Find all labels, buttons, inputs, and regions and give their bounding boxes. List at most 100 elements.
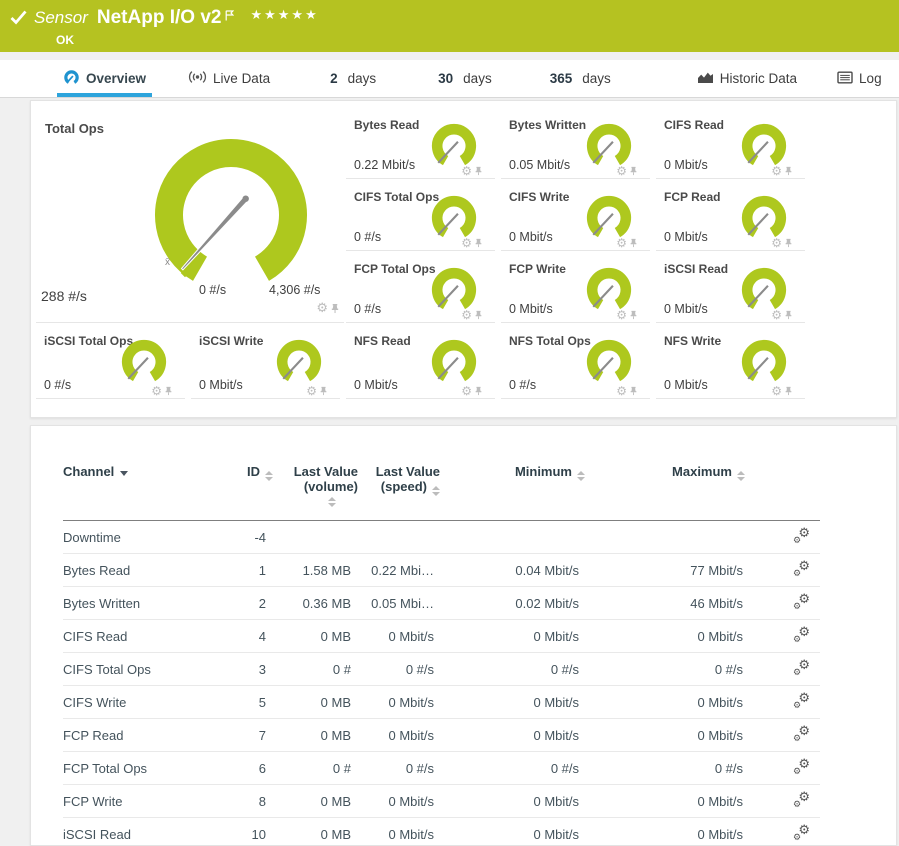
gauge-value: 0.22 Mbit/s (354, 158, 416, 172)
channel-settings-icon[interactable]: ⚙ ⚙ (793, 558, 810, 579)
pin-icon[interactable] (629, 238, 638, 248)
table-row[interactable]: Downtime -4 ⚙ ⚙ (63, 520, 820, 554)
gauge-settings-icon[interactable]: ⚙ (151, 384, 162, 398)
column-header-maximum[interactable]: Maximum (585, 426, 745, 521)
pin-icon[interactable] (784, 166, 793, 176)
gauge-dial[interactable] (584, 266, 634, 314)
gauge-dial[interactable] (739, 338, 789, 386)
table-row[interactable]: CIFS Write 5 0 MB 0 Mbit/s 0 Mbit/s 0 Mb… (63, 685, 820, 719)
gauge-settings-icon[interactable]: ⚙ (616, 236, 627, 250)
gauge-settings-icon[interactable]: ⚙ (771, 164, 782, 178)
gauge-cell[interactable]: CIFS Read 0 Mbit/s ⚙ (656, 107, 805, 179)
tab-2-days[interactable]: 2 days (324, 60, 382, 97)
gauge-cell[interactable]: FCP Total Ops 0 #/s ⚙ (346, 251, 495, 323)
column-header-channel[interactable]: Channel (63, 426, 233, 521)
tab-30-days[interactable]: 30 days (432, 60, 498, 97)
gauge-settings-icon[interactable]: ⚙ (771, 384, 782, 398)
pin-icon[interactable] (319, 386, 328, 396)
gauge-settings-icon[interactable]: ⚙ (306, 384, 317, 398)
priority-stars[interactable]: ★★★★★ (250, 8, 319, 23)
pin-icon[interactable] (784, 310, 793, 320)
gauge-dial[interactable] (584, 194, 634, 242)
gauge-settings-icon[interactable]: ⚙ (461, 308, 472, 322)
table-row[interactable]: iSCSI Read 10 0 MB 0 Mbit/s 0 Mbit/s 0 M… (63, 817, 820, 845)
channel-settings-icon[interactable]: ⚙ ⚙ (793, 822, 810, 843)
gauge-cell[interactable]: iSCSI Total Ops 0 #/s ⚙ (36, 323, 185, 399)
gauge-cell[interactable]: FCP Read 0 Mbit/s ⚙ (656, 179, 805, 251)
table-row[interactable]: FCP Read 7 0 MB 0 Mbit/s 0 Mbit/s 0 Mbit… (63, 718, 820, 752)
table-row[interactable]: Bytes Read 1 1.58 MB 0.22 Mbi… 0.04 Mbit… (63, 553, 820, 587)
gauge-cell[interactable]: CIFS Write 0 Mbit/s ⚙ (501, 179, 650, 251)
tab-live-data[interactable]: Live Data (182, 60, 276, 97)
gauge-settings-icon[interactable]: ⚙ (616, 384, 627, 398)
pin-icon[interactable] (474, 238, 483, 248)
gauge-cell-total-ops[interactable]: Total Ops x̄ 0 #/s 4,306 #/s 288 #/s ⚙ (36, 107, 344, 323)
last-value-speed (358, 520, 440, 554)
gauge-cell[interactable]: CIFS Total Ops 0 #/s ⚙ (346, 179, 495, 251)
gauge-cell[interactable]: NFS Read 0 Mbit/s ⚙ (346, 323, 495, 399)
tab-365-days[interactable]: 365 days (544, 60, 617, 97)
gauge-settings-icon[interactable]: ⚙ (771, 308, 782, 322)
channel-settings-icon[interactable]: ⚙ ⚙ (793, 624, 810, 645)
pin-icon[interactable] (629, 166, 638, 176)
table-row[interactable]: CIFS Total Ops 3 0 # 0 #/s 0 #/s 0 #/s ⚙… (63, 652, 820, 686)
pin-icon[interactable] (629, 386, 638, 396)
gauge-cell[interactable]: Bytes Written 0.05 Mbit/s ⚙ (501, 107, 650, 179)
pin-icon[interactable] (784, 386, 793, 396)
channel-settings-icon[interactable]: ⚙ ⚙ (793, 789, 810, 810)
column-header-id[interactable]: ID (233, 426, 273, 521)
gauge-dial[interactable] (429, 338, 479, 386)
table-row[interactable]: Bytes Written 2 0.36 MB 0.05 Mbi… 0.02 M… (63, 586, 820, 620)
channel-settings-icon[interactable]: ⚙ ⚙ (793, 525, 810, 546)
gauge-cell[interactable]: iSCSI Read 0 Mbit/s ⚙ (656, 251, 805, 323)
tab-historic-data[interactable]: Historic Data (691, 60, 803, 97)
table-row[interactable]: CIFS Read 4 0 MB 0 Mbit/s 0 Mbit/s 0 Mbi… (63, 619, 820, 653)
gauge-cell[interactable]: Bytes Read 0.22 Mbit/s ⚙ (346, 107, 495, 179)
tab-bar: Overview Live Data 2 days 30 days 365 da… (0, 60, 899, 98)
gauge-scale-min: 0 #/s (199, 283, 227, 297)
gauge-settings-icon[interactable]: ⚙ (461, 236, 472, 250)
gauge-cell[interactable]: iSCSI Write 0 Mbit/s ⚙ (191, 323, 340, 399)
table-row[interactable]: FCP Total Ops 6 0 # 0 #/s 0 #/s 0 #/s ⚙ ⚙ (63, 751, 820, 785)
pin-icon[interactable] (629, 310, 638, 320)
gauge-dial[interactable] (739, 266, 789, 314)
channel-settings-icon[interactable]: ⚙ ⚙ (793, 657, 810, 678)
gauge-dial[interactable] (119, 338, 169, 386)
gauge-cell[interactable]: NFS Write 0 Mbit/s ⚙ (656, 323, 805, 399)
channel-settings-icon[interactable]: ⚙ ⚙ (793, 723, 810, 744)
channel-name: Bytes Written (63, 586, 233, 620)
pin-icon[interactable] (784, 238, 793, 248)
gauge-dial[interactable] (739, 194, 789, 242)
gauge-settings-icon[interactable]: ⚙ (461, 384, 472, 398)
gauge-cell[interactable]: NFS Total Ops 0 #/s ⚙ (501, 323, 650, 399)
total-ops-gauge-dial[interactable] (151, 133, 311, 283)
table-row[interactable]: FCP Write 8 0 MB 0 Mbit/s 0 Mbit/s 0 Mbi… (63, 784, 820, 818)
gauge-settings-icon[interactable]: ⚙ (616, 164, 627, 178)
gauge-dial[interactable] (429, 122, 479, 170)
gauge-settings-icon[interactable]: ⚙ (616, 308, 627, 322)
tab-overview[interactable]: Overview (57, 60, 153, 97)
pin-icon[interactable] (330, 303, 340, 314)
gauge-settings-icon[interactable]: ⚙ (316, 301, 328, 316)
gauge-cell[interactable]: FCP Write 0 Mbit/s ⚙ (501, 251, 650, 323)
sort-icon (265, 471, 273, 481)
channel-settings-icon[interactable]: ⚙ ⚙ (793, 756, 810, 777)
channel-settings-icon[interactable]: ⚙ ⚙ (793, 690, 810, 711)
pin-icon[interactable] (474, 310, 483, 320)
pin-icon[interactable] (474, 386, 483, 396)
tab-log[interactable]: Log (831, 60, 888, 97)
gauge-dial[interactable] (584, 122, 634, 170)
gauge-dial[interactable] (739, 122, 789, 170)
gauge-settings-icon[interactable]: ⚙ (771, 236, 782, 250)
column-header-last-value-volume[interactable]: Last Value (volume) (273, 426, 358, 521)
channel-settings-icon[interactable]: ⚙ ⚙ (793, 591, 810, 612)
column-header-minimum[interactable]: Minimum (440, 426, 585, 521)
gauge-dial[interactable] (429, 266, 479, 314)
column-header-last-value-speed[interactable]: Last Value (speed) (358, 426, 440, 521)
gauge-dial[interactable] (429, 194, 479, 242)
pin-icon[interactable] (164, 386, 173, 396)
pin-icon[interactable] (474, 166, 483, 176)
gauge-dial[interactable] (274, 338, 324, 386)
gauge-dial[interactable] (584, 338, 634, 386)
gauge-settings-icon[interactable]: ⚙ (461, 164, 472, 178)
